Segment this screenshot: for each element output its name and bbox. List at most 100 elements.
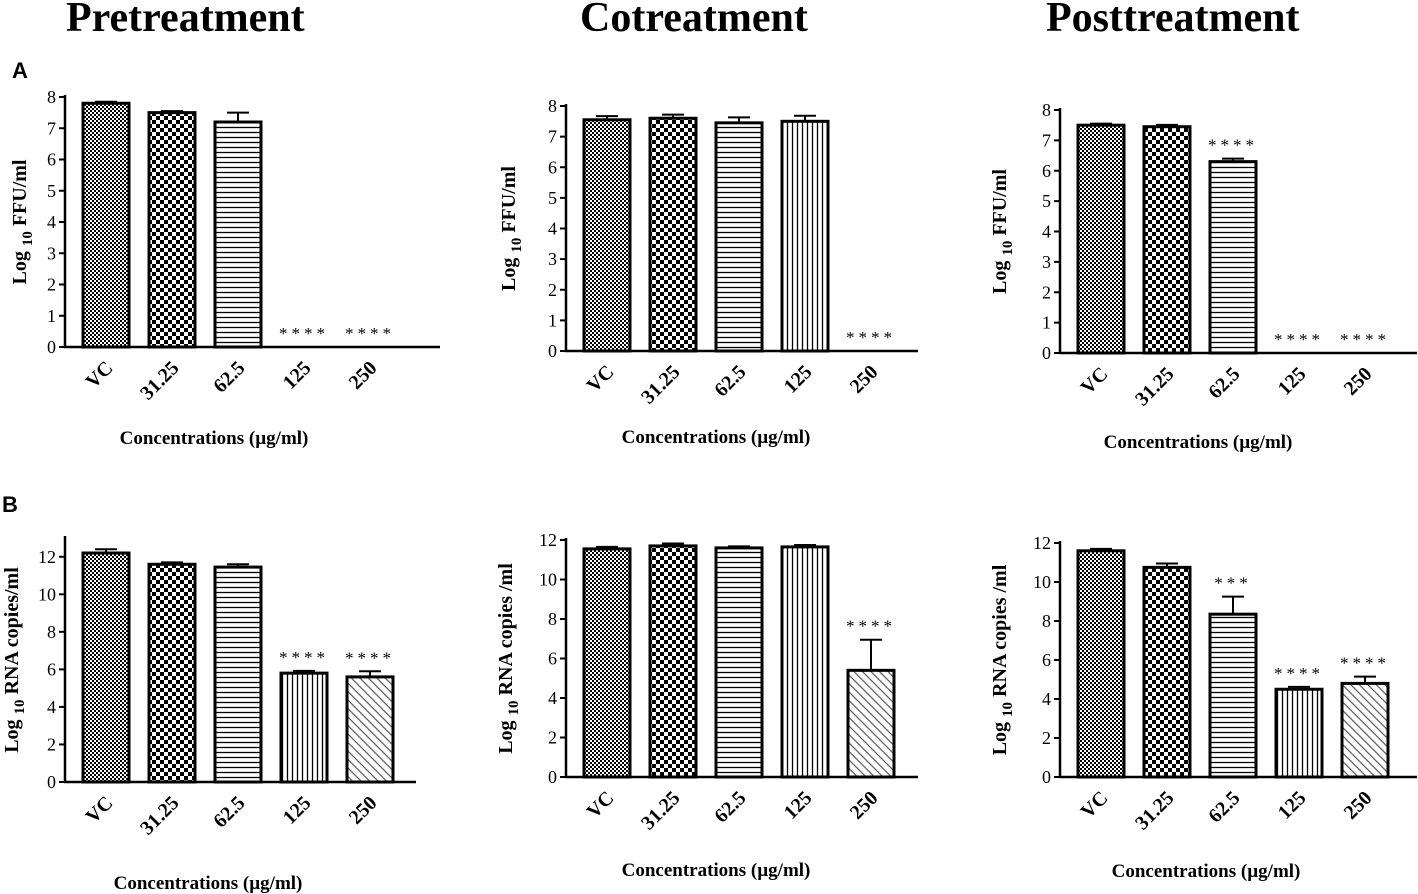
y-axis-label-A-pre: Log 10 FFU/ml [9,159,36,284]
bar-B-pre-VC [81,551,131,784]
y-tick-label: 3 [548,249,557,269]
y-tick-label: 2 [1042,282,1051,302]
y-tick-label: 0 [1042,767,1051,787]
x-tick-label: VC [583,361,619,397]
x-axis-label-A-co: Concentrations (µg/ml) [622,427,811,448]
y-tick-label: 4 [1042,222,1051,242]
bar-A-post-VC [1076,123,1126,355]
y-tick-label: 6 [47,659,56,679]
x-tick-label: 62.5 [209,357,249,397]
significance-label: **** [345,648,395,667]
bar-A-pre-VC [81,101,131,349]
y-tick-label: 5 [1042,191,1051,211]
x-tick-label: VC [1077,363,1113,399]
x-tick-label: 125 [279,792,316,829]
significance-label: **** [846,617,896,636]
title-pretreatment: Pretreatment [66,0,305,41]
y-tick-label: 7 [1042,130,1051,150]
bar-B-co-125 [780,545,830,779]
y-axis-label-A-co: Log 10 FFU/ml [498,166,525,291]
x-tick-label: 31.25 [1131,363,1178,410]
y-tick-label: 10 [38,584,56,604]
bar-B-pre-250 [345,675,395,784]
y-axis-label-B-co: Log 10 RNA copies /ml [495,563,522,754]
y-tick-label: 4 [47,212,56,232]
x-tick-label: 62.5 [1204,363,1244,403]
y-tick-label: 6 [548,649,557,669]
bar-B-post-31.25 [1142,565,1192,779]
x-tick-label: 125 [1274,363,1311,400]
y-tick-label: 4 [1042,689,1051,709]
x-tick-label: VC [1077,787,1113,823]
bar-B-pre-62.5 [213,565,263,784]
title-cotreatment: Cotreatment [580,0,808,41]
y-tick-label: 0 [47,772,56,792]
significance-label: **** [279,324,329,343]
bar-B-pre-125 [279,671,329,784]
y-tick-label: 12 [38,547,56,567]
x-tick-label: 125 [1274,787,1311,824]
y-tick-label: 8 [1042,100,1051,120]
y-tick-label: 5 [47,181,56,201]
y-tick-label: 6 [1042,650,1051,670]
x-tick-label: 31.25 [637,361,684,408]
x-tick-label: 125 [780,361,817,398]
y-tick-label: 12 [1033,533,1051,553]
y-tick-label: 0 [548,341,557,361]
bar-B-co-62.5 [714,546,764,779]
y-tick-label: 3 [1042,252,1051,272]
y-tick-label: 0 [548,767,557,787]
y-tick-label: 2 [548,728,557,748]
significance-label: *** [1214,574,1252,593]
y-tick-label: 1 [548,310,557,330]
significance-label: **** [1274,330,1324,349]
y-tick-label: 10 [539,570,557,590]
bar-A-post-31.25 [1142,125,1192,355]
x-tick-label: 250 [345,357,382,394]
y-tick-label: 6 [1042,161,1051,181]
y-tick-label: 1 [47,306,56,326]
bar-B-post-62.5 [1208,612,1258,779]
x-tick-label: 62.5 [710,361,750,401]
x-tick-label: VC [82,357,118,393]
x-tick-label: 62.5 [710,787,750,827]
y-tick-label: 0 [47,337,56,357]
y-tick-label: 2 [47,275,56,295]
x-tick-label: 62.5 [209,792,249,832]
y-axis-label-B-post: Log 10 RNA copies /ml [989,564,1016,755]
y-tick-label: 6 [548,157,557,177]
significance-label: **** [846,328,896,347]
x-tick-label: 62.5 [1204,787,1244,827]
x-tick-label: VC [82,792,118,828]
bar-A-co-31.25 [648,116,698,353]
x-tick-label: 250 [1340,787,1377,824]
x-axis-label-B-pre: Concentrations (µg/ml) [114,873,303,894]
y-axis-label-B-pre: Log 10 RNA copies/ml [1,567,28,753]
bar-B-co-250 [846,668,896,779]
bar-A-pre-62.5 [213,120,263,349]
y-tick-label: 8 [548,96,557,116]
significance-label: **** [1340,330,1390,349]
x-tick-label: 250 [345,792,382,829]
x-axis-label-A-post: Concentrations (µg/ml) [1104,432,1293,453]
y-tick-label: 3 [47,243,56,263]
y-tick-label: 1 [1042,313,1051,333]
x-tick-label: 31.25 [136,357,183,404]
bar-A-co-125 [780,119,830,353]
bar-B-pre-31.25 [147,562,197,784]
significance-label: **** [1274,664,1324,683]
x-tick-label: 250 [846,787,883,824]
y-tick-label: 6 [47,150,56,170]
x-tick-label: 125 [279,357,316,394]
y-tick-label: 4 [47,697,56,717]
y-tick-label: 8 [548,609,557,629]
bar-A-post-62.5 [1208,160,1258,355]
bar-B-co-VC [582,547,632,779]
y-tick-label: 8 [47,622,56,642]
bar-B-post-125 [1274,687,1324,779]
x-tick-label: 125 [780,787,817,824]
y-tick-label: 12 [539,530,557,550]
y-tick-label: 4 [548,688,557,708]
significance-label: **** [279,648,329,667]
